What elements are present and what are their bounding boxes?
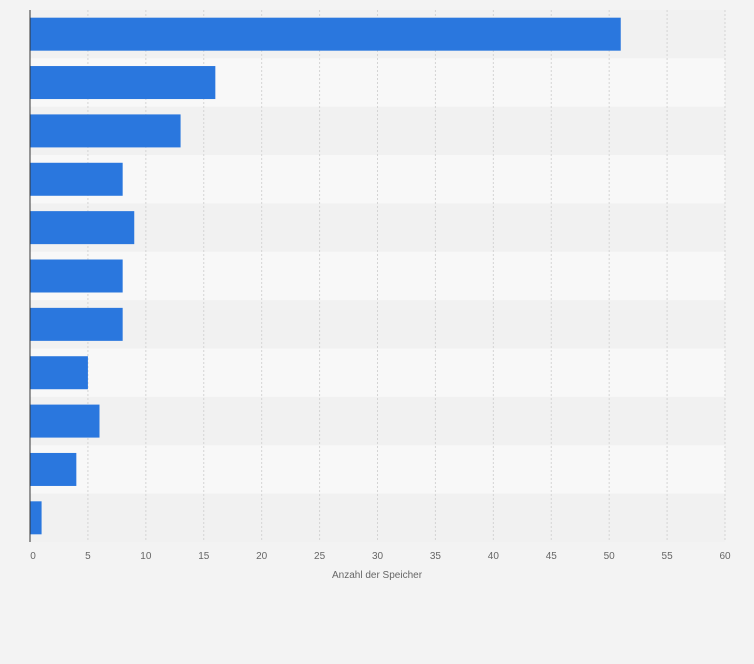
x-tick-label: 60 (719, 551, 731, 562)
row-band (30, 300, 725, 349)
x-tick-label: 55 (662, 551, 674, 562)
bar (30, 66, 216, 100)
x-tick-label: 30 (372, 551, 384, 562)
bar (30, 452, 77, 486)
row-band (30, 445, 725, 494)
row-band (30, 348, 725, 397)
bar (30, 259, 123, 293)
x-tick-label: 25 (314, 551, 326, 562)
bar (30, 356, 88, 390)
bar (30, 404, 100, 438)
bars (30, 17, 621, 535)
x-tick-label: 15 (198, 551, 210, 562)
x-tick-label: 40 (488, 551, 500, 562)
x-tick-label: 20 (256, 551, 268, 562)
x-axis-ticks: 0 5 10 15 20 25 30 35 40 45 50 55 60 (30, 551, 731, 562)
bar (30, 307, 123, 341)
x-tick-label: 35 (430, 551, 442, 562)
bar (30, 211, 135, 245)
bar (30, 17, 621, 51)
bar (30, 162, 123, 196)
x-tick-label: 45 (546, 551, 558, 562)
x-tick-label: 5 (85, 551, 91, 562)
row-band (30, 396, 725, 446)
x-tick-label: 10 (140, 551, 152, 562)
bar (30, 501, 42, 535)
bar (30, 114, 181, 148)
x-axis-title: Anzahl der Speicher (332, 570, 423, 581)
x-tick-label: 50 (604, 551, 616, 562)
row-band (30, 493, 725, 542)
x-tick-label: 0 (30, 551, 36, 562)
